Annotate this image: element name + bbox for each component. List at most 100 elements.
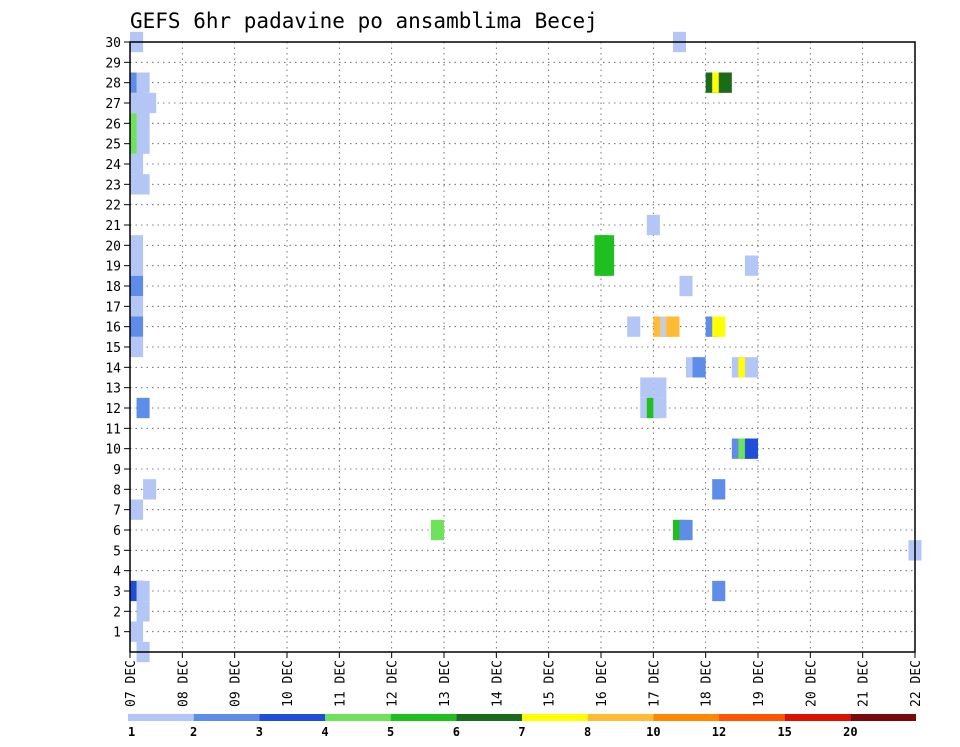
y-tick-label: 1 (113, 626, 121, 641)
x-tick-label: 14 DEC (490, 660, 505, 707)
x-tick-label: 11 DEC (333, 660, 348, 707)
colorbar-swatch (259, 714, 325, 721)
colorbar-swatch (719, 714, 785, 721)
colorbar-label: 15 (777, 725, 791, 739)
heatmap-cell (627, 316, 641, 337)
x-tick-label: 21 DEC (857, 660, 872, 707)
y-tick-label: 5 (113, 544, 121, 559)
y-tick-label: 20 (105, 239, 121, 254)
y-tick-label: 3 (113, 585, 121, 600)
colorbar-swatch (325, 714, 391, 721)
colorbar-label: 6 (453, 725, 460, 739)
heatmap-cell (744, 357, 758, 378)
heatmap-cell (136, 174, 150, 195)
heatmap-cell (679, 275, 693, 297)
y-tick-label: 24 (105, 158, 121, 173)
heatmap-cell (712, 316, 726, 337)
colorbar-label: 2 (190, 725, 197, 739)
y-tick-label: 13 (105, 382, 121, 397)
y-tick-label: 25 (105, 138, 121, 153)
colorbar-label: 7 (518, 725, 525, 739)
grid-lines (129, 41, 916, 652)
colorbar-swatch (193, 714, 260, 721)
y-tick-label: 2 (113, 605, 121, 620)
x-tick-label: 20 DEC (804, 660, 819, 707)
x-tick-label: 22 DEC (909, 660, 924, 707)
x-tick-label: 08 DEC (176, 660, 191, 707)
y-tick-label: 12 (105, 402, 121, 417)
colorbar-label: 20 (843, 725, 857, 739)
colorbar-label: 3 (256, 725, 263, 739)
heatmap-cell (712, 580, 726, 602)
colorbar-swatch (390, 714, 457, 721)
heatmap-cell (143, 92, 157, 114)
x-tick-label: 18 DEC (700, 660, 715, 707)
x-tick-label: 12 DEC (386, 660, 401, 707)
colorbar-swatch (587, 714, 654, 721)
colorbar-swatch (456, 714, 522, 721)
heatmap-cell (666, 316, 680, 337)
colorbar-label: 5 (387, 725, 394, 739)
y-tick-label: 22 (105, 199, 121, 214)
y-axis: 1234567891011121314151617181920212223242… (105, 36, 130, 641)
y-tick-label: 8 (113, 483, 121, 498)
colorbar-label: 1 (128, 725, 135, 739)
y-tick-label: 7 (113, 504, 121, 519)
heatmap-cell (653, 397, 667, 419)
heatmap-cell (130, 499, 144, 520)
colorbar-swatch (850, 714, 916, 721)
colorbar-swatch (784, 714, 851, 721)
heatmap-cell (136, 397, 150, 419)
colorbar: 1 2 3 4 5 6 7 8 10 12 15 20 (128, 714, 916, 739)
heatmap-cell (744, 255, 758, 276)
y-tick-label: 16 (105, 321, 121, 336)
heatmap-cell (601, 235, 615, 256)
x-tick-label: 09 DEC (229, 660, 244, 707)
x-axis: 07 DEC 08 DEC 09 DEC 10 DEC 11 DEC 12 DEC 13 D… (124, 652, 924, 707)
y-tick-label: 29 (105, 56, 121, 71)
y-tick-label: 17 (105, 300, 121, 315)
y-tick-label: 21 (105, 219, 121, 234)
heatmap-cell (744, 438, 758, 459)
colorbar-label: 12 (712, 725, 726, 739)
colorbar-label: 4 (321, 725, 328, 739)
y-tick-label: 23 (105, 178, 121, 193)
heatmap-cell (136, 580, 150, 602)
heatmap-cell (130, 316, 144, 337)
heatmap-cell (143, 479, 157, 500)
y-tick-label: 18 (105, 280, 121, 295)
x-tick-label: 10 DEC (281, 660, 296, 707)
x-tick-label: 17 DEC (647, 660, 662, 707)
x-tick-label: 15 DEC (543, 660, 558, 707)
heatmap-cell (130, 235, 144, 256)
heatmap-cell (653, 377, 667, 398)
y-tick-label: 27 (105, 97, 121, 112)
x-tick-label: 13 DEC (438, 660, 453, 707)
x-tick-label: 07 DEC (124, 660, 139, 707)
y-tick-label: 28 (105, 77, 121, 92)
heatmap-cell (136, 601, 150, 622)
heatmap-cell (601, 255, 615, 276)
y-tick-label: 11 (105, 422, 121, 437)
y-tick-label: 14 (105, 361, 121, 376)
heatmap-cell (679, 519, 693, 541)
y-tick-label: 15 (105, 341, 121, 356)
heatmap-cell (718, 72, 732, 93)
colorbar-label: 10 (646, 725, 660, 739)
colorbar-swatch (653, 714, 719, 721)
heatmap-cell (646, 214, 660, 236)
chart-title: GEFS 6hr padavine po ansamblima Becej (130, 9, 598, 33)
heatmap-cell (130, 255, 144, 276)
heatmap-cell (130, 275, 144, 297)
heatmap-cells (130, 31, 922, 663)
heatmap-cell (640, 377, 654, 398)
colorbar-label: 8 (584, 725, 591, 739)
y-tick-label: 19 (105, 260, 121, 275)
heatmap-cell (130, 336, 144, 358)
x-tick-label: 16 DEC (595, 660, 610, 707)
heatmap-cell (136, 113, 150, 134)
y-tick-label: 4 (113, 565, 121, 580)
y-tick-label: 9 (113, 463, 121, 478)
colorbar-swatch (128, 714, 194, 721)
